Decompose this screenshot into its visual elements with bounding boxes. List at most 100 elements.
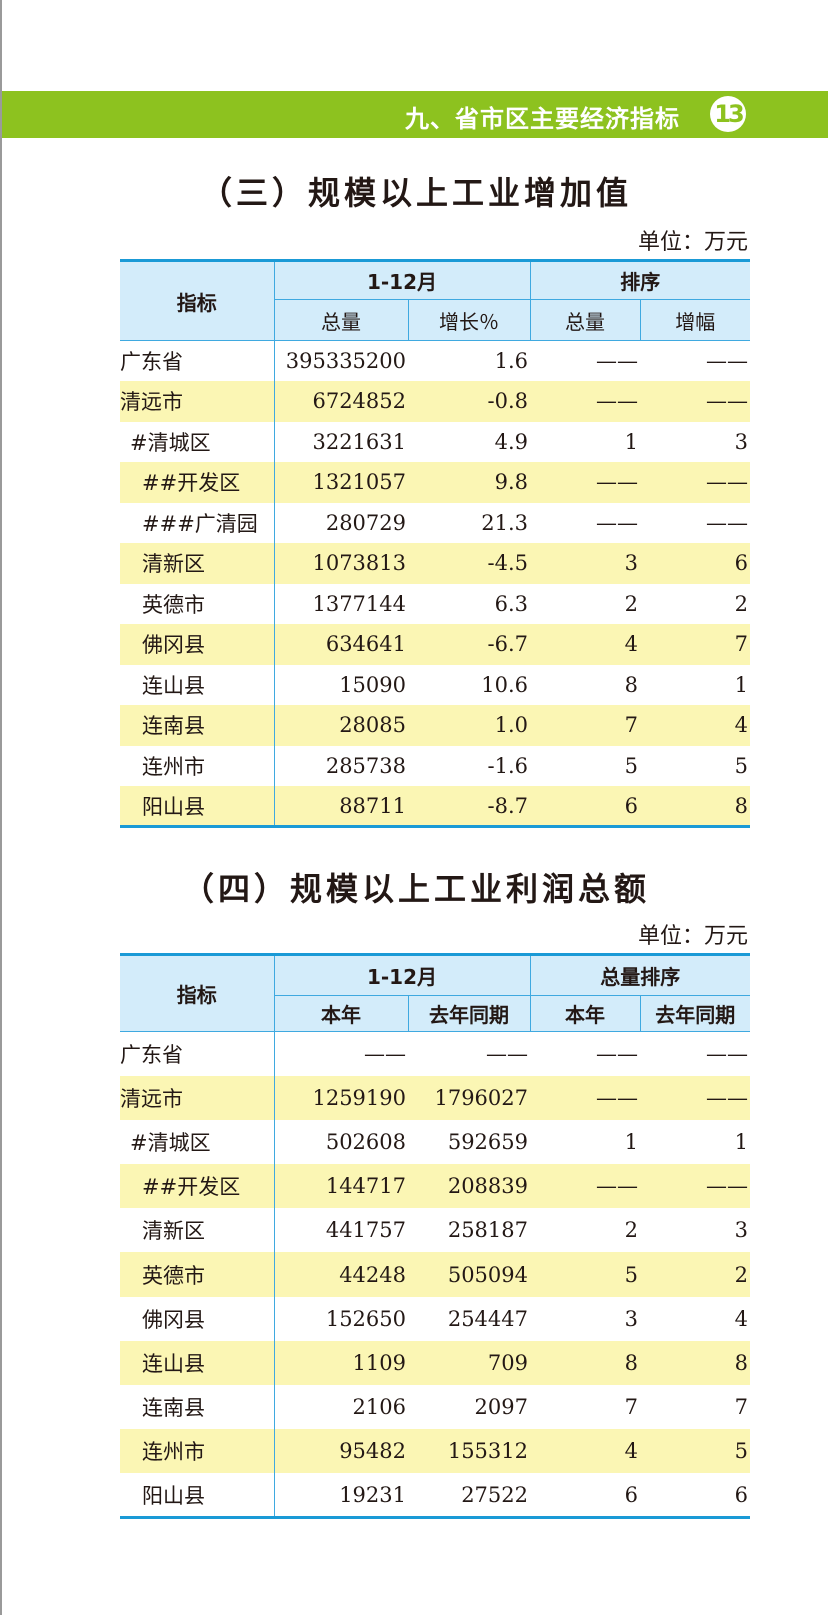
- cell-value: ——: [530, 381, 640, 422]
- cell-value: ——: [706, 1041, 748, 1066]
- cell-value: 254447: [447, 1306, 528, 1331]
- row-label: #清城区: [120, 421, 275, 462]
- cell-value: ——: [640, 1164, 750, 1209]
- cell-value: 285738: [325, 753, 406, 778]
- cell-value: 144717: [274, 1164, 408, 1209]
- cell-value: 19231: [274, 1473, 408, 1520]
- table-row: 清远市 6724852 -0.8 —— ——: [120, 381, 750, 422]
- table-row: ##开发区 1321057 9.8 —— ——: [120, 462, 750, 503]
- row-label: 佛冈县: [120, 1296, 275, 1341]
- cell-value: 1: [734, 1129, 748, 1154]
- cell-value: 2: [624, 591, 638, 616]
- header-rank-growth: 增幅: [639, 299, 750, 341]
- cell-value: ——: [530, 462, 640, 503]
- cell-value: ——: [640, 1075, 750, 1120]
- cell-value: ——: [640, 381, 750, 422]
- table-row: #清城区 3221631 4.9 1 3: [120, 421, 750, 462]
- table-row: 广东省 395335200 1.6 —— ——: [120, 340, 750, 381]
- cell-value: 155312: [408, 1429, 530, 1474]
- table-row: ##开发区 144717 208839 —— ——: [120, 1164, 750, 1209]
- cell-value: 8: [640, 786, 750, 828]
- table-row: 连南县 2106 2097 7 7: [120, 1385, 750, 1430]
- table-row: 佛冈县 152650 254447 3 4: [120, 1296, 750, 1341]
- cell-value: 6724852: [274, 381, 408, 422]
- header-indicator: 指标: [120, 953, 275, 1032]
- cell-value: 5: [624, 753, 638, 778]
- table-row: 连州市 95482 155312 4 5: [120, 1429, 750, 1474]
- cell-value: 2: [640, 1252, 750, 1297]
- row-label: 清新区: [120, 1208, 275, 1253]
- cell-value: 395335200: [285, 349, 406, 373]
- cell-value: 5: [640, 1429, 750, 1474]
- cell-value: 1: [624, 429, 638, 454]
- cell-value: 88711: [274, 786, 408, 828]
- cell-value: 208839: [408, 1164, 530, 1209]
- header-rank-total: 总量: [529, 299, 641, 341]
- cell-value: 1259190: [274, 1075, 408, 1120]
- cell-value: 2: [734, 591, 748, 616]
- cell-value: 2: [624, 1218, 638, 1243]
- unit-label-2: 单位：万元: [637, 924, 748, 949]
- row-label: 清远市: [120, 1075, 275, 1120]
- row-label: 广东省: [120, 1031, 275, 1076]
- section-title-3: （三）规模以上工业增加值: [199, 174, 632, 212]
- page-number: 13: [710, 96, 746, 132]
- row-label: 英德市: [120, 583, 275, 624]
- cell-value: 505094: [408, 1252, 530, 1297]
- cell-value: 3: [734, 1218, 748, 1243]
- row-label: 连山县: [120, 664, 275, 705]
- cell-value: 10.6: [481, 672, 528, 697]
- cell-value: ——: [530, 1164, 640, 1209]
- table-row: 清新区 441757 258187 2 3: [120, 1208, 750, 1253]
- cell-value: 3: [624, 1306, 638, 1331]
- cell-value: 2097: [474, 1395, 528, 1420]
- header-rank: 排序: [529, 259, 750, 300]
- chapter-band: 九、省市区主要经济指标 13: [2, 91, 828, 138]
- industrial-profit-table: 指标 1-12月 总量排序 本年 去年同期 本年 去年同期 广东省 —— —— —— —— 清远市 1…: [120, 953, 750, 1520]
- cell-value: 28085: [274, 705, 408, 746]
- header-rank: 总量排序: [529, 953, 750, 996]
- row-label: 连南县: [120, 705, 275, 746]
- cell-value: 634641: [274, 624, 408, 665]
- cell-value: 709: [408, 1340, 530, 1385]
- cell-value: 1.6: [494, 349, 528, 373]
- cell-value: 1: [734, 672, 748, 697]
- cell-value: 3221631: [312, 429, 406, 454]
- cell-value: 8: [640, 1340, 750, 1385]
- header-rank-this-year: 本年: [529, 995, 641, 1032]
- cell-value: 8: [530, 1340, 640, 1385]
- cell-value: 6: [640, 543, 750, 584]
- row-label: #清城区: [120, 1119, 275, 1165]
- cell-value: ——: [640, 462, 750, 503]
- table-row: ###广清园 280729 21.3 —— ——: [120, 502, 750, 543]
- cell-value: 7: [624, 1395, 638, 1420]
- row-label: ##开发区: [120, 1164, 275, 1209]
- cell-value: 4.9: [494, 429, 528, 454]
- cell-value: 15090: [339, 672, 406, 697]
- header-period: 1-12月: [273, 953, 531, 996]
- cell-value: 6: [640, 1473, 750, 1520]
- industrial-value-added-table: 指标 1-12月 排序 总量 增长％ 总量 增幅 广东省 395335200 1.6 —— —— 清…: [120, 259, 750, 828]
- cell-value: 4: [640, 705, 750, 746]
- row-label: 广东省: [120, 340, 275, 381]
- cell-value: 5: [734, 753, 748, 778]
- row-label: ##开发区: [120, 462, 275, 503]
- cell-value: 6.3: [494, 591, 528, 616]
- cell-value: 1.0: [408, 705, 530, 746]
- cell-value: 1377144: [312, 591, 406, 616]
- header-growth: 增长％: [407, 299, 531, 341]
- cell-value: 258187: [447, 1218, 528, 1243]
- cell-value: 280729: [325, 510, 406, 535]
- cell-value: 3: [734, 429, 748, 454]
- cell-value: 4: [530, 624, 640, 665]
- cell-value: ——: [486, 1041, 528, 1066]
- cell-value: 1073813: [274, 543, 408, 584]
- row-label: 连山县: [120, 1340, 275, 1385]
- cell-value: ——: [530, 1075, 640, 1120]
- cell-value: ——: [596, 1041, 638, 1066]
- chapter-title: 九、省市区主要经济指标: [405, 105, 680, 133]
- cell-value: ——: [596, 349, 638, 373]
- cell-value: 21.3: [481, 510, 528, 535]
- table-body: 广东省 395335200 1.6 —— —— 清远市 6724852 -0.8 —— —— #清城…: [120, 340, 750, 828]
- cell-value: -0.8: [408, 381, 530, 422]
